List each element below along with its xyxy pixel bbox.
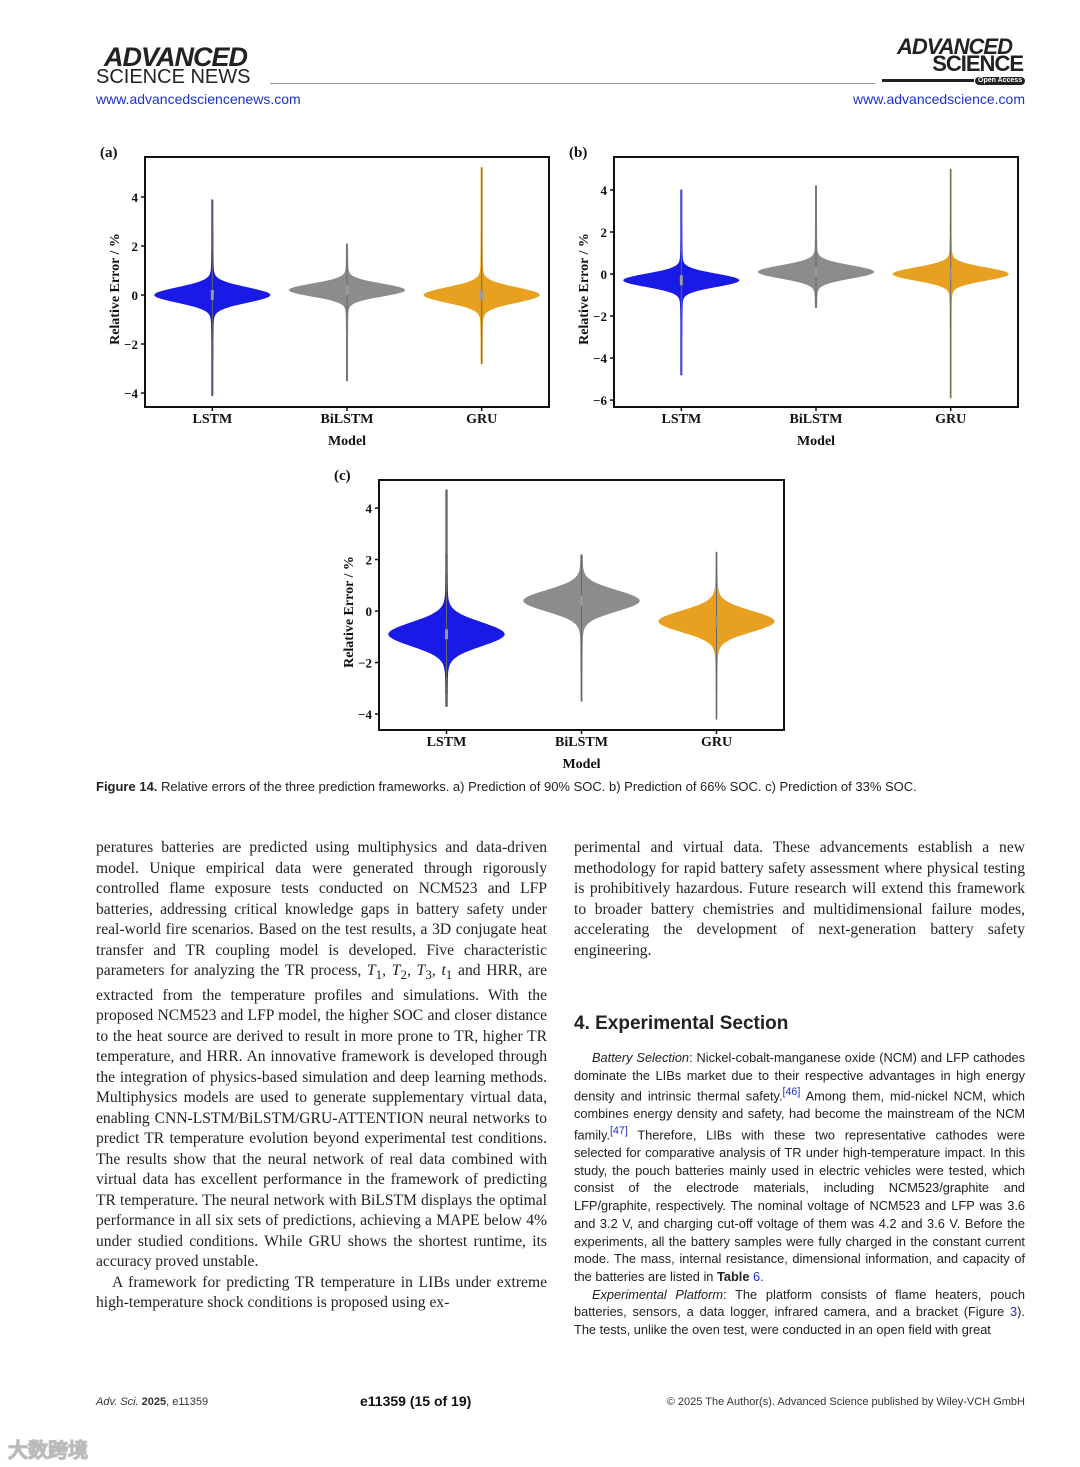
y-tick-label: 4: [132, 190, 139, 205]
page-number: e11359 (15 of 19): [360, 1393, 472, 1409]
var: T: [366, 962, 376, 979]
caption-text: Relative errors of the three prediction …: [157, 779, 917, 794]
x-tick-label: GRU: [701, 735, 732, 750]
table-link[interactable]: 6: [753, 1268, 761, 1284]
figure-14: (a) LSTM BiLSTM GRU −4 −2 0 2 4 Model Relative Err…: [100, 145, 1019, 772]
violin-box: [480, 289, 484, 300]
y-tick-label: −4: [593, 351, 607, 366]
y-tick-label: −2: [124, 337, 138, 352]
paragraph-experimental-platform: Experimental Platform: The platform cons…: [574, 1286, 1025, 1338]
paragraph: A framework for predicting TR temperatur…: [96, 1273, 547, 1312]
y-tick-label: −6: [593, 393, 607, 408]
left-column: peratures batteries are predicted using …: [96, 838, 547, 1314]
sub: 3: [425, 967, 432, 983]
advanced-science-logo-line2: SCIENCE: [932, 51, 1024, 76]
violin-box: [814, 266, 818, 277]
x-tick-label: GRU: [935, 412, 966, 427]
left-url-link[interactable]: www.advancedsciencenews.com: [96, 91, 301, 107]
advanced-science-logo-line1: ADVANCED: [896, 34, 1013, 59]
right-column-top: perimental and virtual data. These advan…: [574, 838, 1025, 961]
y-tick-label: −4: [358, 707, 372, 722]
sub: 2: [400, 967, 407, 983]
violin-box: [715, 616, 718, 627]
footer-citation: Adv. Sci. 2025, e11359: [96, 1396, 209, 1408]
panel-a: (a) LSTM BiLSTM GRU −4 −2 0 2 4 Model Relative Err…: [100, 145, 550, 449]
y-tick-label: 2: [601, 225, 608, 240]
sub: 1: [445, 967, 453, 983]
watermark: 大数跨境: [8, 1440, 89, 1463]
right-url-link[interactable]: www.advancedscience.com: [853, 91, 1025, 107]
x-axis-label: Model: [797, 434, 835, 449]
y-tick-label: 0: [601, 267, 608, 282]
figure-link[interactable]: 3: [1010, 1304, 1018, 1320]
plot-frame: [144, 156, 550, 408]
x-axis-label: Model: [328, 434, 366, 449]
logo-bar: [882, 79, 974, 82]
var: T: [416, 962, 426, 979]
experimental-text: Battery Selection: Nickel-cobalt-mangane…: [574, 1049, 1025, 1339]
y-tick-label: 2: [366, 553, 373, 568]
y-tick-label: −2: [358, 656, 372, 671]
section-heading: 4. Experimental Section: [574, 1013, 789, 1034]
x-tick-label: LSTM: [661, 412, 701, 427]
x-tick-label: GRU: [466, 412, 497, 427]
text: and HRR, are extracted from the temperat…: [96, 962, 548, 1271]
x-tick-label: LSTM: [192, 412, 232, 427]
x-axis-label: Model: [562, 757, 600, 772]
x-tick-label: BiLSTM: [321, 412, 374, 427]
y-tick-label: 4: [601, 183, 608, 198]
violin-box: [580, 595, 583, 606]
paragraph: peratures batteries are predicted using …: [96, 839, 548, 1271]
sub: 1: [375, 967, 383, 983]
panel-label: (a): [100, 145, 118, 161]
subheading: Experimental Platform: [592, 1286, 724, 1302]
y-tick-label: 0: [366, 604, 373, 619]
panel-b: (b) LSTM BiLSTM GRU −6 −4 −2 0 2 4 Model Relative E…: [569, 145, 1019, 449]
x-tick-label: BiLSTM: [790, 412, 843, 427]
y-tick-label: 0: [132, 288, 139, 303]
x-tick-label: LSTM: [427, 735, 467, 750]
paragraph: perimental and virtual data. These advan…: [574, 839, 1025, 959]
y-axis-label: Relative Error / %: [108, 233, 123, 345]
panel-label: (c): [334, 468, 351, 484]
copyright: © 2025 The Author(s). Advanced Science p…: [666, 1396, 1025, 1408]
var: t: [441, 962, 446, 979]
advanced-logo-line1: ADVANCED: [104, 42, 248, 72]
plot-frame: [613, 156, 1019, 408]
panel-label: (b): [569, 145, 587, 161]
y-axis-label: Relative Error / %: [577, 233, 592, 345]
science-news-logo-line2: SCIENCE NEWS: [96, 66, 251, 88]
open-access-badge: Open Access: [975, 77, 1026, 85]
reference-link[interactable]: [47]: [610, 1125, 628, 1138]
figure-caption: Figure 14. Relative errors of the three …: [96, 779, 1036, 794]
x-tick-label: BiLSTM: [555, 735, 608, 750]
header-rule: [270, 83, 875, 84]
paragraph-battery-selection: Battery Selection: Nickel-cobalt-mangane…: [574, 1050, 1025, 1284]
violin-box: [679, 275, 683, 286]
reference-link[interactable]: [46]: [782, 1086, 801, 1099]
panel-c: (c) LSTM BiLSTM GRU −4 −2 0 2 4 Model Relative Err…: [334, 468, 785, 772]
y-axis-label: Relative Error / %: [342, 556, 357, 668]
violin-box: [445, 629, 448, 640]
y-tick-label: 2: [132, 239, 139, 254]
violin-box: [210, 289, 214, 300]
caption-label: Figure 14.: [96, 779, 158, 794]
text: peratures batteries are predicted using …: [96, 839, 547, 979]
y-tick-label: 4: [366, 501, 373, 516]
y-tick-label: −4: [124, 386, 138, 401]
violin-box: [345, 285, 349, 296]
var: T: [391, 962, 401, 979]
subheading: Battery Selection: [592, 1050, 690, 1065]
violin-box: [949, 269, 953, 280]
plot-frame: [378, 479, 785, 731]
y-tick-label: −2: [593, 309, 607, 324]
